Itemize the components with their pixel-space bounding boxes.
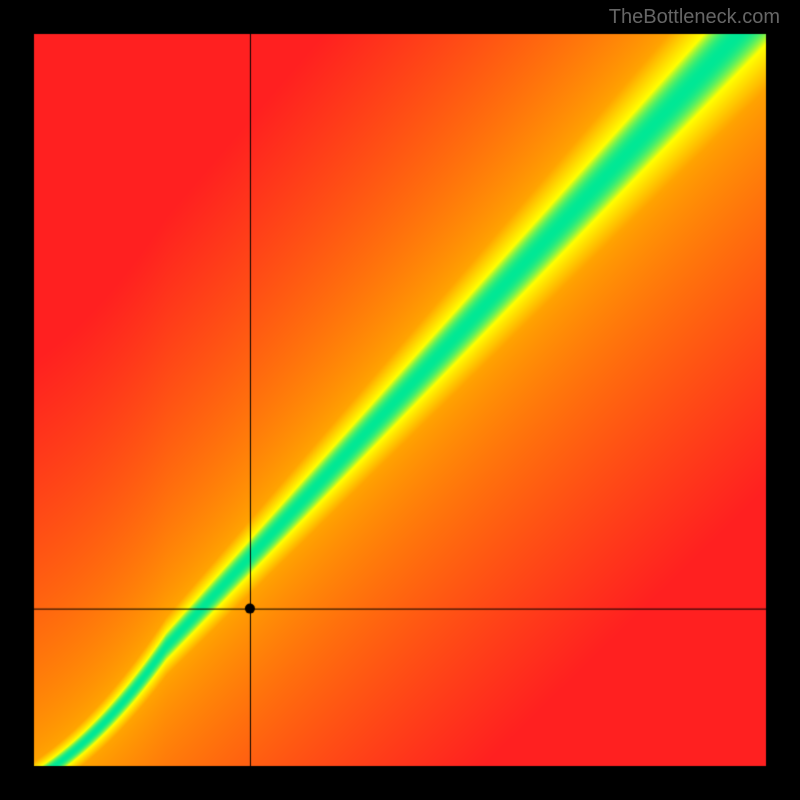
- watermark-text: TheBottleneck.com: [609, 6, 780, 29]
- chart-container: TheBottleneck.com: [0, 0, 800, 800]
- bottleneck-heatmap: [0, 0, 800, 800]
